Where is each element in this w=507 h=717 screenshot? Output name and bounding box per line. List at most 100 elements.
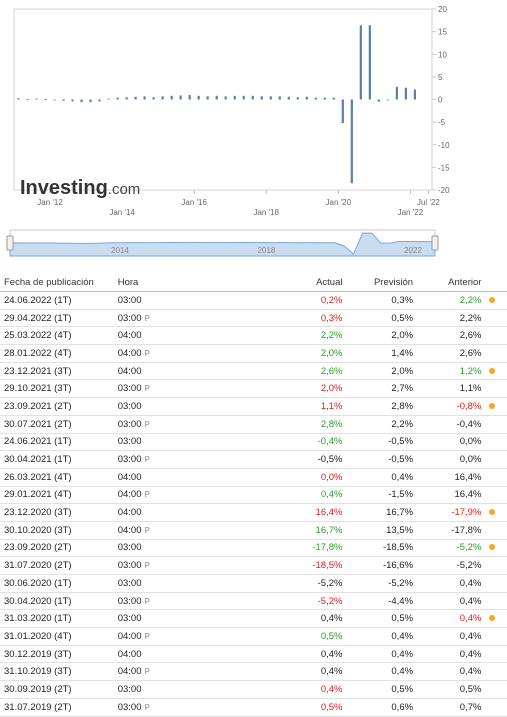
row-previous: -17,8% [417, 521, 486, 540]
header-date[interactable]: Fecha de publicación [0, 273, 114, 292]
row-revision-cell [485, 362, 507, 381]
bar [224, 96, 227, 100]
row-time-value: 03:00 [117, 542, 142, 554]
header-forecast[interactable]: Previsión [346, 273, 418, 292]
y-tick-label: 5 [438, 73, 443, 82]
bar [305, 96, 308, 100]
history-table: Fecha de publicación Hora Actual Previsi… [0, 273, 507, 717]
preliminary-icon[interactable]: P [144, 631, 150, 641]
row-time-value: 03:00 [117, 383, 142, 395]
row-time: 03:00 [113, 291, 266, 310]
row-time-value: 03:00 [117, 701, 142, 713]
row-previous: 0,5% [417, 680, 486, 699]
row-time-value: 03:00 [117, 560, 142, 572]
preliminary-icon[interactable]: P [144, 419, 150, 429]
row-revision-cell [485, 645, 507, 664]
row-time: 03:00 [113, 609, 266, 629]
table-row: 31.01.2020 (4T) 04:00 P 0,5% 0,4% 0,4% [0, 627, 507, 646]
table-row: 30.10.2020 (3T) 04:00 P 16,7% 13,5% -17,8% [0, 521, 507, 540]
bar [332, 97, 335, 100]
table-row: 23.12.2020 (3T) 04:00 16,4% 16,7% -17,9% [0, 503, 507, 522]
navigator-left-handle[interactable] [6, 235, 14, 251]
preliminary-icon[interactable]: P [144, 596, 150, 606]
chart-area: 20 15 10 5 0 -5 -10 -15 -20 Jan '12 Jan '16 Jan '2… [0, 0, 507, 268]
revision-dot-icon[interactable] [489, 615, 496, 622]
row-previous: -5,2% [417, 539, 486, 558]
preliminary-icon[interactable]: P [144, 490, 150, 500]
revision-dot-icon[interactable] [489, 402, 496, 409]
bar [386, 99, 389, 101]
bar [125, 97, 128, 100]
row-actual: 2,6% [265, 362, 347, 381]
bar [341, 99, 344, 124]
row-time: 03:00 P [113, 556, 266, 575]
row-revision-cell [485, 662, 507, 682]
row-previous: 1,1% [417, 379, 486, 399]
preliminary-icon[interactable]: P [144, 313, 150, 323]
preliminary-icon[interactable]: P [144, 384, 150, 394]
revision-dot-icon[interactable] [489, 296, 496, 303]
bar [53, 99, 56, 101]
row-revision-cell [485, 397, 507, 416]
revision-dot-icon[interactable] [489, 509, 496, 516]
logo-wordmark: Investing.com [20, 177, 140, 199]
y-tick-label: 10 [438, 50, 447, 59]
header-actual[interactable]: Actual [265, 273, 347, 292]
row-previous: 2,2% [417, 309, 486, 328]
row-previous: 0,4% [417, 645, 486, 664]
bar [170, 95, 173, 100]
row-time-value: 03:00 [117, 613, 142, 625]
preliminary-icon[interactable]: P [144, 702, 150, 712]
row-previous: 0,4% [417, 662, 486, 682]
preliminary-icon[interactable]: P [144, 667, 150, 677]
header-time[interactable]: Hora [113, 273, 266, 292]
row-previous: 16,4% [417, 468, 486, 487]
bar [80, 99, 83, 103]
row-date: 24.06.2022 (1T) [0, 291, 114, 310]
bar [413, 89, 416, 100]
navigator-year-label: 2018 [258, 246, 276, 255]
bar [404, 87, 407, 100]
bar [44, 99, 47, 100]
table-row: 30.09.2019 (2T) 03:00 0,4% 0,5% 0,5% [0, 680, 507, 699]
row-forecast: 16,7% [346, 503, 418, 522]
table-row: 24.06.2021 (1T) 03:00 -0,4% -0,5% 0,0% [0, 433, 507, 452]
row-time: 03:00 [113, 680, 266, 699]
navigator-right-handle[interactable] [431, 235, 439, 251]
row-time-value: 03:00 [117, 312, 142, 324]
row-forecast: -5,2% [346, 574, 418, 593]
row-actual: 16,7% [265, 521, 347, 540]
bar [251, 95, 254, 100]
preliminary-icon[interactable]: P [144, 525, 150, 535]
row-forecast: 0,3% [346, 291, 418, 310]
bar [395, 86, 398, 100]
row-forecast: 1,4% [346, 344, 418, 363]
row-forecast: 0,4% [346, 645, 418, 664]
row-revision-cell [485, 698, 507, 717]
bar [296, 97, 299, 100]
row-actual: 2,2% [265, 326, 347, 346]
bar [188, 94, 191, 100]
x-tick-label: Jan '14 [109, 208, 135, 217]
row-time-value: 03:00 [117, 683, 142, 695]
bar [377, 99, 380, 102]
row-time-value: 04:00 [117, 489, 142, 501]
header-previous[interactable]: Anterior [417, 273, 486, 292]
row-time: 04:00 [113, 362, 266, 381]
preliminary-icon[interactable]: P [144, 455, 150, 465]
header-revision [485, 273, 507, 292]
preliminary-icon[interactable]: P [144, 561, 150, 571]
row-time-value: 03:00 [117, 294, 142, 306]
bar [35, 98, 38, 100]
row-date: 31.03.2020 (1T) [0, 609, 114, 629]
row-revision-cell [485, 344, 507, 363]
row-previous: 0,4% [417, 574, 486, 593]
row-date: 31.01.2020 (4T) [0, 627, 114, 646]
row-previous: 2,6% [417, 344, 486, 363]
row-revision-cell [485, 627, 507, 646]
row-forecast: 2,8% [346, 397, 418, 416]
revision-dot-icon[interactable] [489, 544, 496, 551]
row-time-value: 04:00 [117, 507, 142, 519]
preliminary-icon[interactable]: P [144, 348, 150, 358]
revision-dot-icon[interactable] [489, 367, 496, 374]
